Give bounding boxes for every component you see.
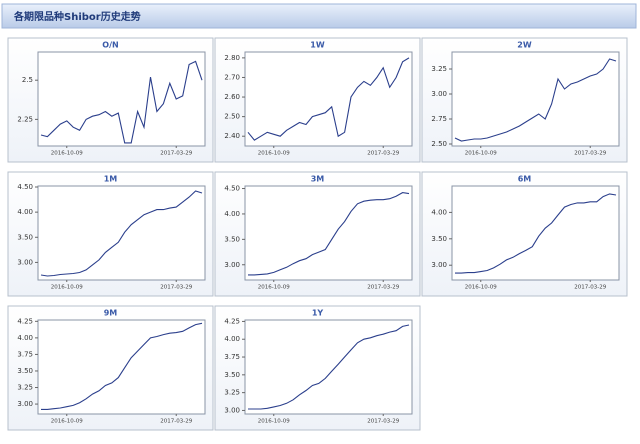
- y-tick-label: 3.00: [431, 90, 447, 98]
- y-tick-label: 4.00: [17, 334, 33, 342]
- header-title: 各期限品种Shibor历史走势: [13, 10, 141, 23]
- y-tick-label: 3.00: [17, 400, 33, 408]
- plot-area: [244, 185, 413, 281]
- x-tick-label: 2016-10-09: [258, 285, 290, 291]
- y-tick-label: 3.50: [17, 233, 33, 241]
- line: [247, 57, 410, 141]
- y-tick-label: 4.25: [224, 317, 240, 325]
- line: [41, 322, 203, 410]
- y-tick-label: 4.00: [431, 208, 447, 216]
- panel-title: 1M: [104, 175, 118, 184]
- y-tick-label: 2.70: [224, 73, 240, 81]
- plot-area: [244, 51, 413, 147]
- y-tick-label: 4.00: [224, 335, 240, 343]
- y-tick-label: 3.25: [17, 384, 33, 392]
- x-tick-label: 2017-03-29: [160, 419, 192, 425]
- y-tick-label: 4.25: [17, 317, 33, 325]
- x-tick-label: 2017-03-29: [574, 151, 606, 157]
- plot-area: [37, 319, 206, 415]
- plot-area: [451, 185, 620, 281]
- panel-title: 6M: [518, 175, 532, 184]
- y-tick-label: 3.00: [224, 261, 240, 269]
- x-tick-label: 2016-10-09: [258, 419, 290, 425]
- panel-title: 1Y: [312, 309, 324, 318]
- line: [40, 190, 203, 277]
- line: [248, 192, 410, 276]
- y-tick-label: 3.00: [431, 261, 447, 269]
- y-tick-label: 2.75: [431, 115, 447, 123]
- x-tick-label: 2017-03-29: [367, 151, 399, 157]
- x-tick-label: 2016-10-09: [465, 285, 497, 291]
- x-tick-label: 2016-10-09: [51, 419, 83, 425]
- header-bar: [1, 3, 637, 29]
- x-tick-label: 2017-03-29: [367, 419, 399, 425]
- line: [454, 58, 617, 142]
- plot-area: [37, 51, 206, 147]
- panel-title: 9M: [104, 309, 118, 318]
- x-tick-label: 2016-10-09: [258, 151, 290, 157]
- panel-title: 3M: [311, 175, 325, 184]
- line: [40, 60, 203, 144]
- x-tick-label: 2016-10-09: [51, 285, 83, 291]
- y-tick-label: 3.75: [17, 350, 33, 358]
- x-tick-label: 2016-10-09: [465, 151, 497, 157]
- y-tick-label: 2.5: [22, 76, 33, 84]
- y-tick-label: 3.25: [224, 389, 240, 397]
- plot-area: [244, 319, 413, 415]
- y-tick-label: 4.50: [17, 183, 33, 191]
- y-tick-label: 2.25: [17, 115, 33, 123]
- y-tick-label: 4.00: [224, 210, 240, 218]
- y-tick-label: 4.00: [17, 208, 33, 216]
- y-tick-label: 2.40: [224, 132, 240, 140]
- panel-title: 2W: [517, 41, 532, 50]
- y-tick-label: 2.60: [224, 93, 240, 101]
- y-tick-label: 3.50: [431, 235, 447, 243]
- y-tick-label: 3.50: [17, 367, 33, 375]
- y-tick-label: 4.50: [224, 185, 240, 193]
- x-tick-label: 2016-10-09: [51, 151, 83, 157]
- y-tick-label: 3.25: [431, 65, 447, 73]
- line: [248, 324, 410, 410]
- y-tick-label: 3.50: [224, 371, 240, 379]
- x-tick-label: 2017-03-29: [367, 285, 399, 291]
- y-tick-label: 2.50: [224, 113, 240, 121]
- x-tick-label: 2017-03-29: [574, 285, 606, 291]
- x-tick-label: 2017-03-29: [160, 151, 192, 157]
- y-tick-label: 3.50: [224, 235, 240, 243]
- plot-area: [451, 51, 620, 147]
- line: [455, 193, 617, 274]
- y-tick-label: 2.50: [431, 140, 447, 148]
- panel-title: 1W: [310, 41, 325, 50]
- plot-area: [37, 185, 206, 281]
- y-tick-label: 3.00: [17, 258, 33, 266]
- y-tick-label: 2.80: [224, 54, 240, 62]
- y-tick-label: 3.75: [224, 353, 240, 361]
- panel-title: O/N: [102, 41, 118, 50]
- y-tick-label: 3.00: [224, 406, 240, 414]
- x-tick-label: 2017-03-29: [160, 285, 192, 291]
